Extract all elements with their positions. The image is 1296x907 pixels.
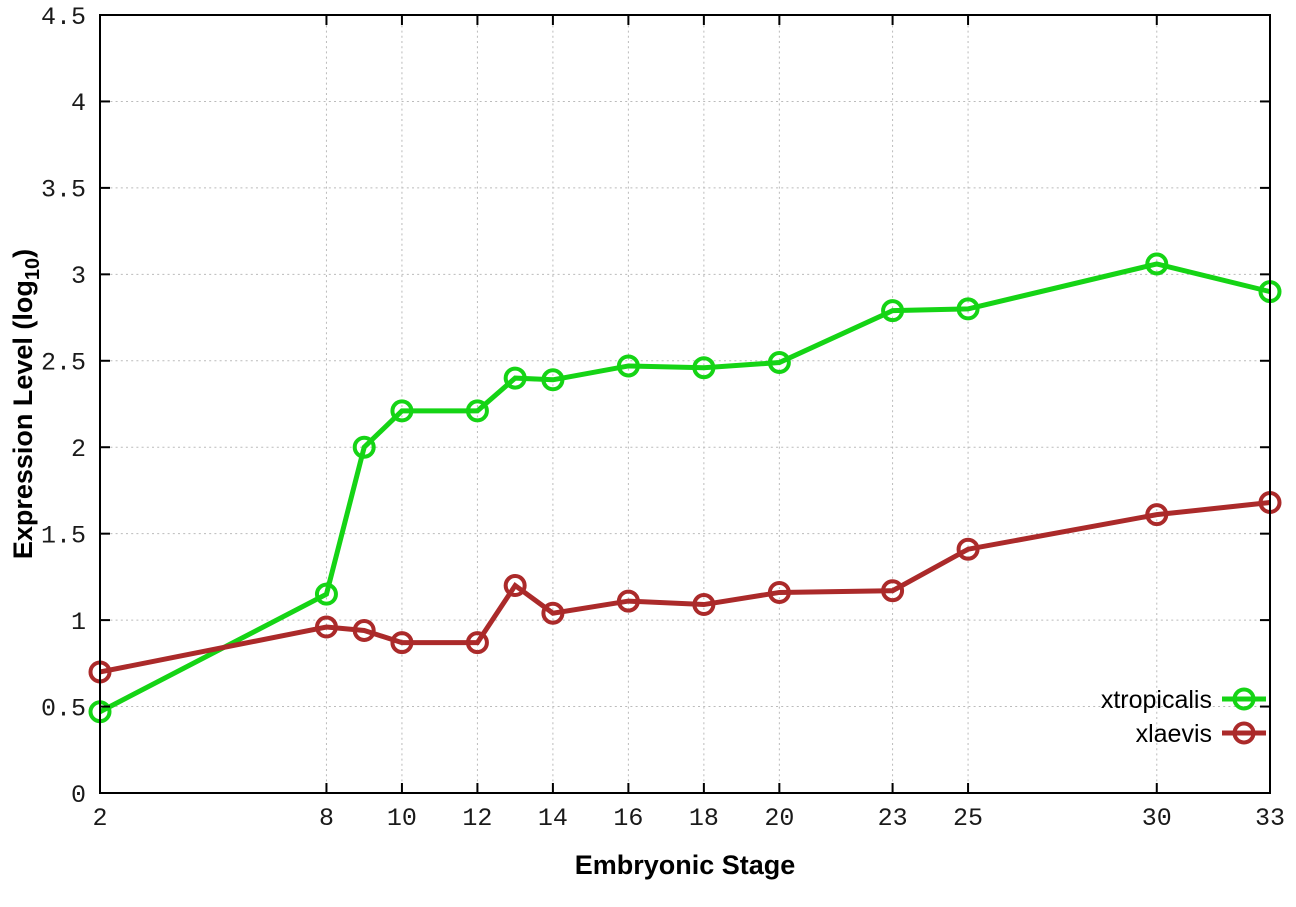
- data-point-xlaevis: [767, 580, 791, 604]
- legend: xtropicalis xlaevis: [1101, 686, 1266, 748]
- data-point-xtropicalis: [1145, 252, 1169, 276]
- y-tick-label: 1: [71, 608, 86, 637]
- y-tick-label: 4: [71, 89, 86, 118]
- legend-label-xlaevis: xlaevis: [1136, 720, 1212, 748]
- x-tick-label: 25: [953, 804, 983, 833]
- data-point-xtropicalis: [767, 351, 791, 375]
- x-tick-label: 10: [387, 804, 417, 833]
- data-point-xlaevis: [503, 574, 527, 598]
- x-tick-label: 23: [878, 804, 908, 833]
- y-tick-label: 4.5: [41, 3, 86, 32]
- data-point-xlaevis: [390, 631, 414, 655]
- y-tick-label: 2: [71, 435, 86, 464]
- legend-label-xtropicalis: xtropicalis: [1101, 686, 1212, 714]
- tick-marks: [99, 14, 1271, 794]
- y-tick-label: 0: [71, 781, 86, 810]
- data-point-xtropicalis: [503, 366, 527, 390]
- series-xtropicalis: [88, 252, 1282, 724]
- x-tick-label: 20: [764, 804, 794, 833]
- x-axis-title: Embryonic Stage: [575, 850, 796, 880]
- y-axis-title: Expression Level (log10): [8, 249, 44, 559]
- legend-sample-marker-xtropicalis: [1232, 687, 1256, 711]
- data-point-xtropicalis: [465, 399, 489, 423]
- data-point-xtropicalis: [352, 435, 376, 459]
- y-tick-label: 0.5: [41, 694, 86, 723]
- data-point-xlaevis: [465, 631, 489, 655]
- data-point-xlaevis: [956, 537, 980, 561]
- grid-lines: [100, 15, 1270, 793]
- x-tick-label: 16: [613, 804, 643, 833]
- x-tick-label: 30: [1142, 804, 1172, 833]
- y-tick-label: 3.5: [41, 176, 86, 205]
- data-point-xlaevis: [314, 615, 338, 639]
- data-point-xtropicalis: [314, 582, 338, 606]
- x-tick-label: 2: [92, 804, 107, 833]
- data-point-xlaevis: [352, 618, 376, 642]
- data-point-xtropicalis: [956, 297, 980, 321]
- series-line-xtropicalis: [98, 261, 1271, 714]
- y-tick-label: 3: [71, 262, 86, 291]
- x-tick-label: 8: [319, 804, 334, 833]
- data-point-xlaevis: [541, 601, 565, 625]
- y-tick-label: 1.5: [41, 521, 86, 550]
- x-tick-label: 12: [462, 804, 492, 833]
- data-point-xtropicalis: [692, 356, 716, 380]
- data-point-xlaevis: [1145, 503, 1169, 527]
- x-tick-label: 18: [689, 804, 719, 833]
- series-line-xlaevis: [99, 500, 1271, 675]
- legend-sample-marker-xlaevis: [1232, 721, 1256, 745]
- data-point-xtropicalis: [541, 368, 565, 392]
- x-tick-labels: 2 8 10 12 14 16 18 20 23 25 30 33: [92, 804, 1285, 833]
- data-point-xlaevis: [692, 593, 716, 617]
- x-tick-label: 33: [1255, 804, 1285, 833]
- data-point-xtropicalis: [881, 299, 905, 323]
- series-xlaevis: [88, 491, 1282, 684]
- plot-border: [99, 14, 1271, 794]
- data-point-xlaevis: [616, 589, 640, 613]
- data-point-xtropicalis: [390, 399, 414, 423]
- x-tick-label: 14: [538, 804, 568, 833]
- y-tick-label: 2.5: [41, 349, 86, 378]
- y-tick-labels: 0 0.5 1 1.5 2 2.5 3 3.5 4 4.5: [41, 3, 86, 810]
- data-point-xlaevis: [881, 579, 905, 603]
- data-point-xtropicalis: [616, 354, 640, 378]
